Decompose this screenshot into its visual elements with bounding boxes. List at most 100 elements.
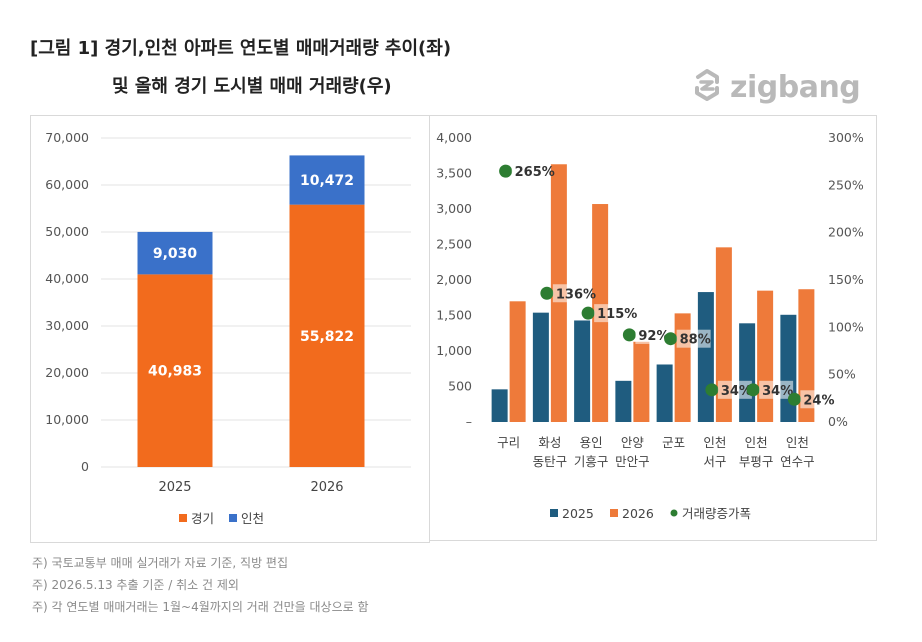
legend-swatch	[610, 509, 618, 517]
y2-tick-label: 50%	[828, 367, 856, 382]
x-tick-label-line2: 기흥구	[574, 454, 609, 469]
x-tick-label-line2: 부평구	[739, 454, 774, 469]
legend-label: 2025	[562, 506, 594, 521]
bar-2026-3	[633, 341, 650, 422]
growth-label: 88%	[680, 333, 711, 348]
y2-tick-label: 300%	[828, 130, 864, 145]
x-tick-label: 용인	[580, 435, 603, 450]
zigbang-logo-icon	[690, 68, 724, 106]
y-tick-label: 0	[81, 459, 89, 474]
x-tick-label-line2: 연수구	[780, 454, 815, 469]
growth-point	[787, 392, 801, 406]
bar-value-label: 9,030	[153, 246, 198, 262]
growth-label-bg	[676, 329, 711, 348]
growth-label-bg	[717, 380, 752, 399]
bar-2025-4	[656, 364, 673, 422]
footnote-1: 주) 국토교통부 매매 실거래가 자료 기준, 직방 편집	[32, 556, 288, 570]
growth-label-bg	[635, 325, 670, 344]
bar-value-label: 40,983	[148, 364, 202, 380]
x-tick-label: 군포	[662, 435, 685, 450]
growth-point	[622, 328, 636, 342]
bar-value-label: 55,822	[300, 329, 354, 345]
x-tick-label: 2025	[158, 480, 191, 495]
bar-2025-0	[491, 389, 508, 422]
growth-label: 34%	[721, 384, 752, 399]
y2-tick-label: 150%	[828, 272, 864, 287]
x-tick-label: 인천	[703, 435, 726, 450]
growth-label: 136%	[556, 287, 596, 302]
stacked-bar-chart: 0 10,000 20,000 30,000 40,000 50,000 60,000 70,…	[45, 130, 411, 526]
chart-title-line1: [그림 1] 경기,인천 아파트 연도별 매매거래량 추이(좌)	[30, 38, 452, 59]
growth-point	[581, 306, 595, 320]
y-tick-label: 4,000	[436, 130, 472, 145]
y-tick-label: 20,000	[45, 365, 89, 380]
y-tick-label: 500	[448, 379, 472, 394]
y-tick-label: 40,000	[45, 271, 89, 286]
y2-tick-label: 250%	[828, 177, 864, 192]
x-tick-label: 인천	[786, 435, 809, 450]
bar-2025-2	[574, 320, 591, 422]
bar-2025-7	[780, 314, 797, 422]
legend-label: 거래량증가폭	[682, 506, 751, 521]
bar-2026-5	[715, 247, 732, 422]
bar-인천-2026	[289, 155, 365, 205]
legend-label: 2026	[622, 506, 654, 521]
y-tick-label: 10,000	[45, 412, 89, 427]
footnote-2: 주) 2026.5.13 추출 기준 / 취소 건 제외	[32, 578, 239, 592]
legend-label: 경기	[191, 511, 214, 526]
y-tick-label: 1,000	[436, 343, 472, 358]
y-tick-label: 3,500	[436, 166, 472, 181]
x-tick-label: 안양	[621, 435, 645, 450]
left-chart-panel: 0 10,000 20,000 30,000 40,000 50,000 60,000 70,…	[30, 115, 430, 543]
growth-point	[664, 332, 678, 346]
y-tick-label: 3,000	[436, 201, 472, 216]
bar-인천-2025	[137, 231, 213, 275]
bar-2025-6	[739, 323, 756, 422]
y2-tick-label: 200%	[828, 225, 864, 240]
legend-marker	[670, 509, 678, 517]
y-tick-label: 60,000	[45, 177, 89, 192]
legend-label: 인천	[241, 511, 264, 526]
growth-label: 34%	[762, 384, 793, 399]
legend-swatch	[550, 509, 558, 517]
y-tick-label: 2,500	[436, 237, 472, 252]
bar-2026-7	[798, 289, 815, 422]
right-chart-panel: – 500 1,000 1,500 2,000 2,500 3,000 3,500 4,000 0…	[429, 115, 877, 541]
bar-2026-0	[509, 301, 526, 422]
y-tick-label: 70,000	[45, 130, 89, 145]
y-tick-label: 30,000	[45, 318, 89, 333]
growth-label-bg	[511, 162, 546, 181]
legend-swatch	[179, 514, 187, 522]
y-tick-label: 2,000	[436, 272, 472, 287]
footnote-3: 주) 각 연도별 매매거래는 1월~4월까지의 거래 건만을 대상으로 함	[32, 600, 369, 614]
growth-point	[746, 383, 760, 397]
x-tick-label: 구리	[497, 435, 520, 450]
y-tick-label: 50,000	[45, 224, 89, 239]
bar-2025-3	[615, 380, 632, 422]
y2-tick-label: 0%	[828, 414, 848, 429]
bar-경기-2026	[289, 204, 365, 467]
combo-bar-chart: – 500 1,000 1,500 2,000 2,500 3,000 3,500 4,000 0…	[436, 130, 864, 521]
x-tick-label-line2: 만안구	[615, 454, 650, 469]
bar-2026-4	[674, 313, 691, 422]
growth-label: 265%	[515, 165, 555, 180]
growth-label-bg	[552, 284, 587, 303]
growth-label-bg	[800, 390, 835, 409]
zigbang-logo: zigbang	[690, 68, 861, 106]
growth-label: 24%	[803, 393, 834, 408]
x-tick-label: 화성	[538, 435, 561, 450]
growth-label: 115%	[597, 307, 637, 322]
chart-title-line2: 및 올해 경기 도시별 매매 거래량(우)	[112, 76, 392, 97]
growth-label-bg	[759, 380, 794, 399]
y2-tick-label: 100%	[828, 319, 864, 334]
bar-2026-6	[757, 290, 774, 422]
growth-point	[499, 164, 513, 178]
x-tick-label: 인천	[745, 435, 768, 450]
growth-label-bg	[594, 304, 629, 323]
growth-point	[540, 286, 554, 300]
x-tick-label-line2: 동탄구	[533, 454, 568, 469]
legend-swatch	[229, 514, 237, 522]
y-tick-label: 1,500	[436, 308, 472, 323]
y-tick-label: –	[466, 414, 472, 429]
bar-2025-5	[697, 292, 714, 422]
